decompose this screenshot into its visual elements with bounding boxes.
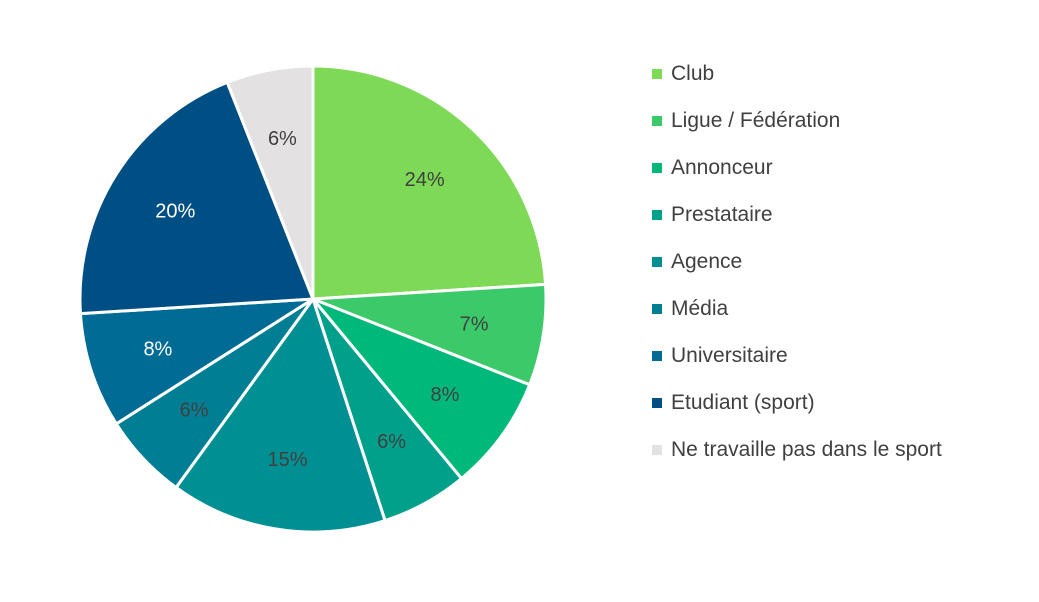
legend-label: Ne travaille pas dans le sport (671, 437, 942, 461)
data-label-ne-travaille-pas-dans-le-sport: 6% (268, 128, 297, 150)
legend-item-media: Média (652, 285, 942, 332)
legend-item-club: Club (652, 50, 942, 97)
data-label-annonceur: 8% (431, 384, 460, 406)
legend-item-ne-travaille-pas-dans-le-sport: Ne travaille pas dans le sport (652, 426, 942, 473)
legend-item-ligue-federation: Ligue / Fédération (652, 97, 942, 144)
data-label-etudiant-sport: 20% (155, 201, 195, 223)
pie-slice-agence (174, 297, 387, 534)
legend-swatch (652, 397, 662, 408)
pie-slice-club (311, 64, 548, 301)
legend-label: Annonceur (671, 155, 773, 179)
legend-item-universitaire: Universitaire (652, 332, 942, 379)
legend-item-annonceur: Annonceur (652, 144, 942, 191)
legend-swatch (652, 350, 662, 361)
data-label-prestataire: 6% (377, 431, 406, 453)
pie-slice-universitaire (78, 297, 315, 426)
pie-data-labels: 24% 7% 8% 6% 15% 6% 8% 20% 6% (143, 128, 488, 471)
chart-legend: Club Ligue / Fédération Annonceur Prestatai… (652, 50, 942, 473)
legend-swatch (652, 256, 662, 267)
pie-slice-annonceur (311, 297, 532, 481)
legend-swatch (652, 68, 662, 79)
legend-swatch (652, 209, 662, 220)
legend-item-etudiant-sport: Etudiant (sport) (652, 379, 942, 426)
pie-slice-ligue-federation (311, 282, 548, 387)
legend-swatch (652, 303, 662, 314)
legend-label: Ligue / Fédération (671, 108, 841, 132)
pie-slice-ne-travaille-pas-dans-le-sport (225, 64, 315, 301)
pie-chart: 24% 7% 8% 6% 15% 6% 8% 20% 6% (78, 64, 548, 534)
legend-label: Universitaire (671, 343, 788, 367)
legend-item-prestataire: Prestataire (652, 191, 942, 238)
legend-label: Etudiant (sport) (671, 390, 815, 414)
legend-swatch (652, 444, 662, 455)
data-label-club: 24% (405, 169, 445, 191)
legend-item-agence: Agence (652, 238, 942, 285)
data-label-agence: 15% (267, 449, 307, 471)
data-label-ligue-federation: 7% (460, 314, 489, 336)
data-label-media: 6% (180, 400, 209, 422)
pie-slice-etudiant-sport (78, 80, 315, 316)
legend-label: Agence (671, 249, 743, 273)
pie-slices (78, 64, 548, 534)
legend-label: Média (671, 296, 729, 320)
legend-swatch (652, 162, 662, 173)
legend-label: Club (671, 61, 715, 85)
data-label-universitaire: 8% (143, 338, 172, 360)
legend-swatch (652, 115, 662, 126)
legend-label: Prestataire (671, 202, 773, 226)
